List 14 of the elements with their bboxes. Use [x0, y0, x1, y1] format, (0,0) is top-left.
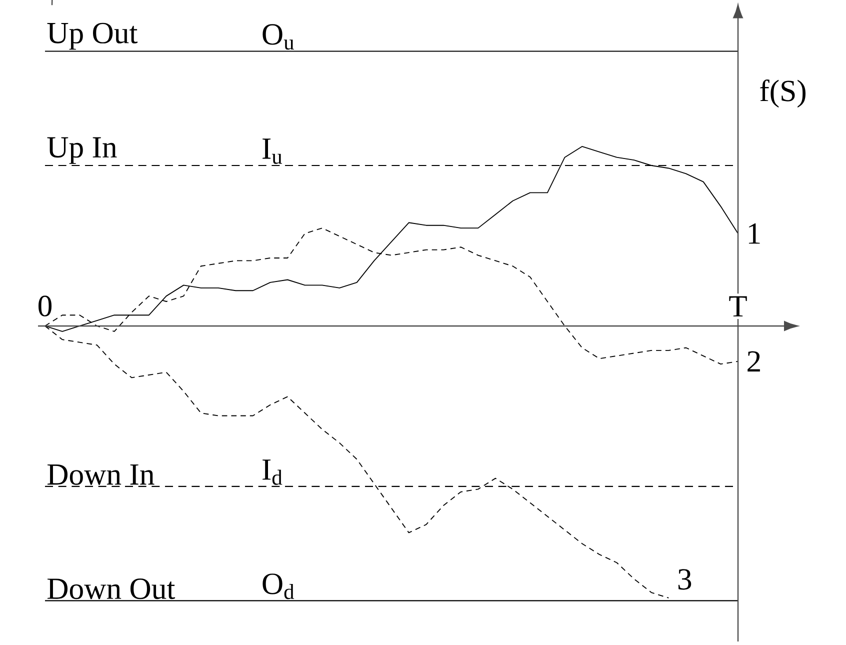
ref-line-label: Up In — [47, 137, 117, 164]
x-tick-label: T — [729, 296, 747, 316]
ref-line-label: Down In — [47, 464, 154, 485]
ref-line-label: Up Out — [47, 22, 138, 50]
annotation: O$_{d}$ — [262, 574, 294, 600]
annotation: O$_{u}$ — [262, 24, 294, 50]
series-label: 2 — [748, 351, 760, 372]
annotation: I$_{u}$ — [262, 138, 282, 164]
y-axis-title: f(S) — [760, 79, 806, 108]
ref-line-label: Down Out — [47, 578, 176, 600]
series-label: 3 — [678, 569, 692, 590]
x-tick-label: 0 — [38, 296, 52, 316]
series-label: 1 — [748, 223, 760, 244]
annotation: I$_{d}$ — [262, 460, 282, 485]
